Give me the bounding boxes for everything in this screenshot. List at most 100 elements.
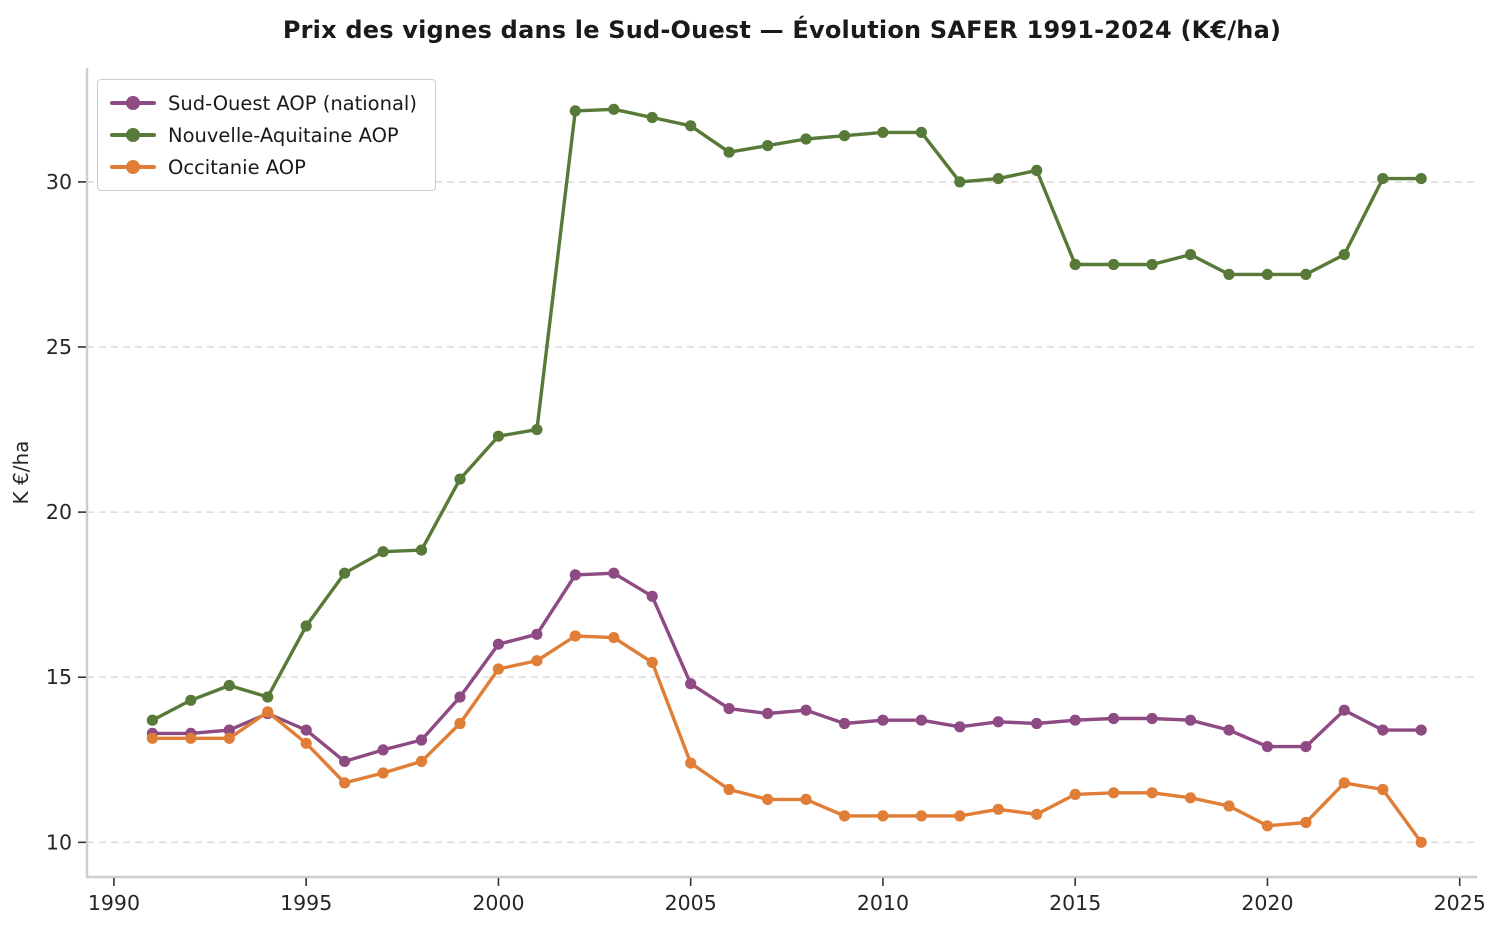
series-marker-0 bbox=[685, 678, 697, 690]
x-tick-label: 2000 bbox=[472, 891, 524, 915]
series-marker-1 bbox=[646, 111, 658, 124]
series-marker-1 bbox=[1031, 164, 1043, 176]
series-marker-1 bbox=[800, 133, 812, 145]
series-marker-2 bbox=[1261, 820, 1273, 832]
chart-legend: Sud-Ouest AOP (national) Nouvelle-Aquitai… bbox=[97, 79, 436, 191]
series-marker-0 bbox=[1261, 741, 1273, 753]
series-marker-1 bbox=[1069, 258, 1081, 271]
series-marker-1 bbox=[1300, 268, 1312, 280]
series-marker-2 bbox=[339, 777, 351, 789]
series-marker-2 bbox=[1377, 783, 1389, 796]
series-marker-2 bbox=[646, 656, 658, 669]
series-marker-1 bbox=[1261, 268, 1273, 280]
legend-line-marker-icon bbox=[110, 96, 156, 110]
series-marker-0 bbox=[339, 755, 351, 768]
series-marker-0 bbox=[723, 703, 735, 715]
series-marker-2 bbox=[185, 732, 197, 744]
series-marker-0 bbox=[1377, 724, 1389, 736]
series-marker-2 bbox=[300, 737, 312, 749]
series-marker-2 bbox=[531, 655, 543, 667]
legend-line-marker-icon bbox=[110, 128, 156, 142]
series-marker-1 bbox=[915, 126, 928, 138]
series-marker-1 bbox=[1146, 258, 1158, 271]
series-marker-2 bbox=[685, 757, 697, 769]
series-marker-0 bbox=[300, 724, 312, 736]
series-marker-1 bbox=[954, 176, 966, 188]
series-marker-0 bbox=[1415, 724, 1427, 736]
series-marker-1 bbox=[1108, 258, 1120, 271]
x-tick-label: 2025 bbox=[1434, 891, 1486, 915]
series-line-1 bbox=[150, 107, 1423, 722]
series-marker-1 bbox=[1338, 249, 1350, 261]
series-marker-1 bbox=[531, 424, 543, 436]
y-tick-label: 30 bbox=[46, 170, 72, 194]
series-marker-2 bbox=[1338, 777, 1350, 789]
series-marker-2 bbox=[492, 663, 504, 675]
series-marker-0 bbox=[1300, 741, 1312, 753]
series-marker-2 bbox=[1415, 836, 1427, 848]
series-marker-1 bbox=[377, 546, 389, 558]
series-marker-2 bbox=[1184, 792, 1197, 804]
series-marker-1 bbox=[723, 146, 735, 158]
series-marker-2 bbox=[723, 783, 735, 796]
series-marker-0 bbox=[1184, 714, 1197, 726]
series-marker-2 bbox=[762, 793, 774, 806]
series-marker-0 bbox=[838, 717, 851, 730]
legend-row-0: Sud-Ouest AOP (national) bbox=[110, 88, 417, 118]
series-marker-1 bbox=[415, 544, 428, 556]
series-marker-1 bbox=[492, 430, 504, 442]
series-marker-1 bbox=[569, 105, 581, 117]
series-marker-2 bbox=[608, 632, 620, 644]
series-marker-2 bbox=[146, 732, 158, 744]
series-marker-0 bbox=[223, 724, 235, 736]
series-marker-1 bbox=[339, 567, 351, 579]
series-marker-2 bbox=[569, 630, 581, 642]
series-marker-2 bbox=[838, 810, 851, 822]
series-marker-0 bbox=[492, 638, 504, 650]
series-marker-0 bbox=[646, 590, 658, 602]
series-marker-1 bbox=[262, 691, 274, 703]
legend-line-marker-icon bbox=[110, 160, 156, 174]
x-tick-label: 2005 bbox=[665, 891, 717, 915]
series-marker-2 bbox=[1069, 788, 1081, 801]
series-marker-2 bbox=[1146, 787, 1158, 799]
series-marker-0 bbox=[954, 721, 966, 733]
series-marker-2 bbox=[454, 717, 466, 730]
series-marker-0 bbox=[762, 707, 774, 720]
chart-title: Prix des vignes dans le Sud-Ouest — Évol… bbox=[282, 16, 1282, 44]
x-tick-label: 1990 bbox=[88, 891, 140, 915]
series-marker-0 bbox=[1069, 714, 1081, 726]
y-tick-label: 25 bbox=[46, 335, 72, 359]
series-marker-1 bbox=[300, 620, 312, 632]
series-marker-1 bbox=[838, 130, 851, 142]
x-tick-label: 2015 bbox=[1049, 891, 1101, 915]
series-marker-1 bbox=[454, 473, 466, 485]
series-marker-2 bbox=[954, 810, 966, 822]
series-marker-1 bbox=[762, 140, 774, 152]
series-marker-0 bbox=[569, 569, 581, 581]
series-marker-0 bbox=[877, 714, 889, 726]
y-axis-label: K €/ha bbox=[9, 441, 33, 505]
x-tick-label: 2010 bbox=[857, 891, 909, 915]
y-tick-label: 20 bbox=[46, 500, 72, 524]
series-marker-0 bbox=[377, 744, 389, 756]
legend-label: Sud-Ouest AOP (national) bbox=[168, 91, 417, 115]
series-marker-1 bbox=[146, 714, 158, 726]
legend-dot-icon bbox=[126, 128, 140, 142]
series-marker-2 bbox=[223, 732, 235, 744]
x-tick-label: 1995 bbox=[280, 891, 332, 915]
series-marker-0 bbox=[1108, 712, 1120, 725]
series-marker-0 bbox=[608, 567, 620, 579]
series-marker-1 bbox=[877, 126, 889, 138]
series-marker-2 bbox=[877, 810, 889, 822]
legend-row-2: Occitanie AOP bbox=[110, 152, 417, 182]
series-marker-0 bbox=[1338, 704, 1350, 716]
series-marker-1 bbox=[685, 120, 697, 132]
y-tick-label: 10 bbox=[46, 830, 72, 854]
series-marker-0 bbox=[1031, 717, 1043, 730]
series-marker-1 bbox=[1377, 173, 1389, 185]
series-marker-2 bbox=[262, 706, 274, 718]
series-line-0 bbox=[150, 571, 1423, 764]
